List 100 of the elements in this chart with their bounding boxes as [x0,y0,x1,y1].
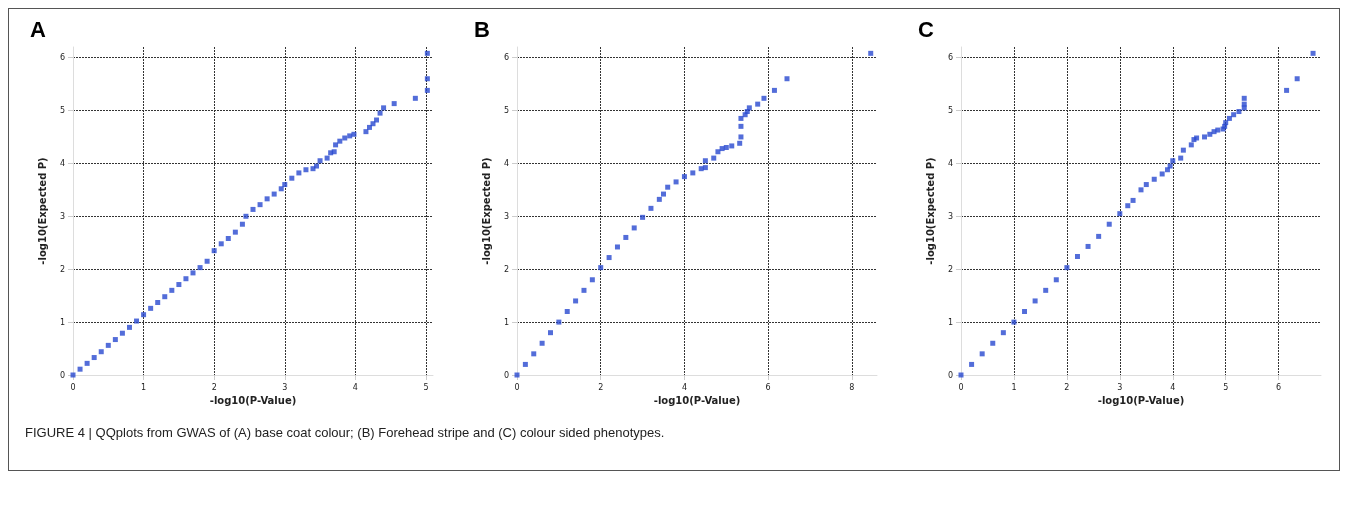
point [723,145,729,151]
y-axis-title: -log10(Expected P) [924,157,936,265]
x-tick-label: 2 [598,382,604,392]
point [271,191,277,197]
point [333,142,339,148]
point [746,105,752,111]
point [623,234,629,240]
point [738,115,744,121]
y-tick-label: 5 [59,105,65,115]
y-tick-label: 3 [947,211,953,221]
point [539,340,545,346]
point [243,213,249,219]
point [1170,158,1176,164]
y-tick-label: 1 [947,317,953,327]
point [729,143,735,149]
point [317,158,323,164]
point [424,87,430,93]
point [366,124,372,130]
point [1043,287,1049,293]
point [77,366,83,372]
y-tick-label: 2 [947,264,953,274]
point [1022,309,1028,315]
point [1241,101,1247,107]
point [1178,155,1184,161]
point [1074,254,1080,259]
x-tick-label: 3 [1117,382,1123,392]
y-axis-title: -log10(Expected P) [480,157,492,265]
point [1215,127,1221,133]
point [702,165,708,171]
point [690,170,696,176]
y-tick-label: 4 [59,158,65,168]
point [324,155,330,161]
point [98,349,104,355]
point [737,140,743,146]
point [761,95,767,101]
point [351,131,357,137]
point [564,309,570,315]
point [1180,147,1186,153]
x-tick-label: 4 [352,382,358,392]
point [606,255,612,261]
point [547,330,553,336]
point [119,330,125,336]
point [598,265,604,271]
x-tick-label: 6 [765,382,771,392]
point [715,149,721,155]
chart-title: A [30,16,46,42]
point [522,361,528,367]
y-tick-label: 4 [503,158,509,168]
y-tick-label: 5 [947,105,953,115]
point [1241,95,1247,101]
x-tick-label: 5 [1223,382,1229,392]
point [105,342,111,348]
point [314,163,320,169]
point [1284,87,1290,93]
point [1106,221,1112,227]
point [1085,243,1091,249]
point [303,167,309,173]
point [665,184,671,190]
point [1294,76,1300,82]
point [1207,131,1213,137]
point [1064,265,1070,271]
point [176,282,182,288]
point [91,355,97,361]
y-tick-label: 4 [947,158,953,168]
point [381,105,387,111]
x-axis-title: -log10(P-Value) [653,395,741,407]
point [155,300,161,306]
point [197,265,203,271]
x-tick-label: 0 [958,382,964,392]
x-axis-title: -log10(P-Value) [209,395,297,407]
x-tick-label: 2 [1064,382,1070,392]
point [1096,233,1102,239]
point [868,50,874,56]
point [337,138,343,144]
point [126,324,132,330]
chart-title: B [474,16,490,42]
point [969,361,975,367]
y-tick-label: 3 [503,211,509,221]
y-axis-title: -log10(Expected P) [36,157,48,265]
point [1117,211,1123,217]
point [257,202,263,208]
point [531,351,537,357]
point [225,236,231,242]
point [239,221,245,227]
x-tick-label: 1 [141,382,147,392]
point [1151,176,1157,182]
point [134,318,140,324]
y-tick-label: 6 [59,53,65,63]
point [1231,112,1237,118]
x-tick-label: 0 [514,382,520,392]
point [211,248,217,254]
x-tick-label: 4 [681,382,687,392]
point [1167,163,1173,169]
x-tick-label: 3 [282,382,288,392]
point [289,175,295,181]
x-tick-label: 0 [70,382,76,392]
point [738,134,744,140]
point [296,170,302,176]
point [738,123,744,129]
point [573,298,579,304]
